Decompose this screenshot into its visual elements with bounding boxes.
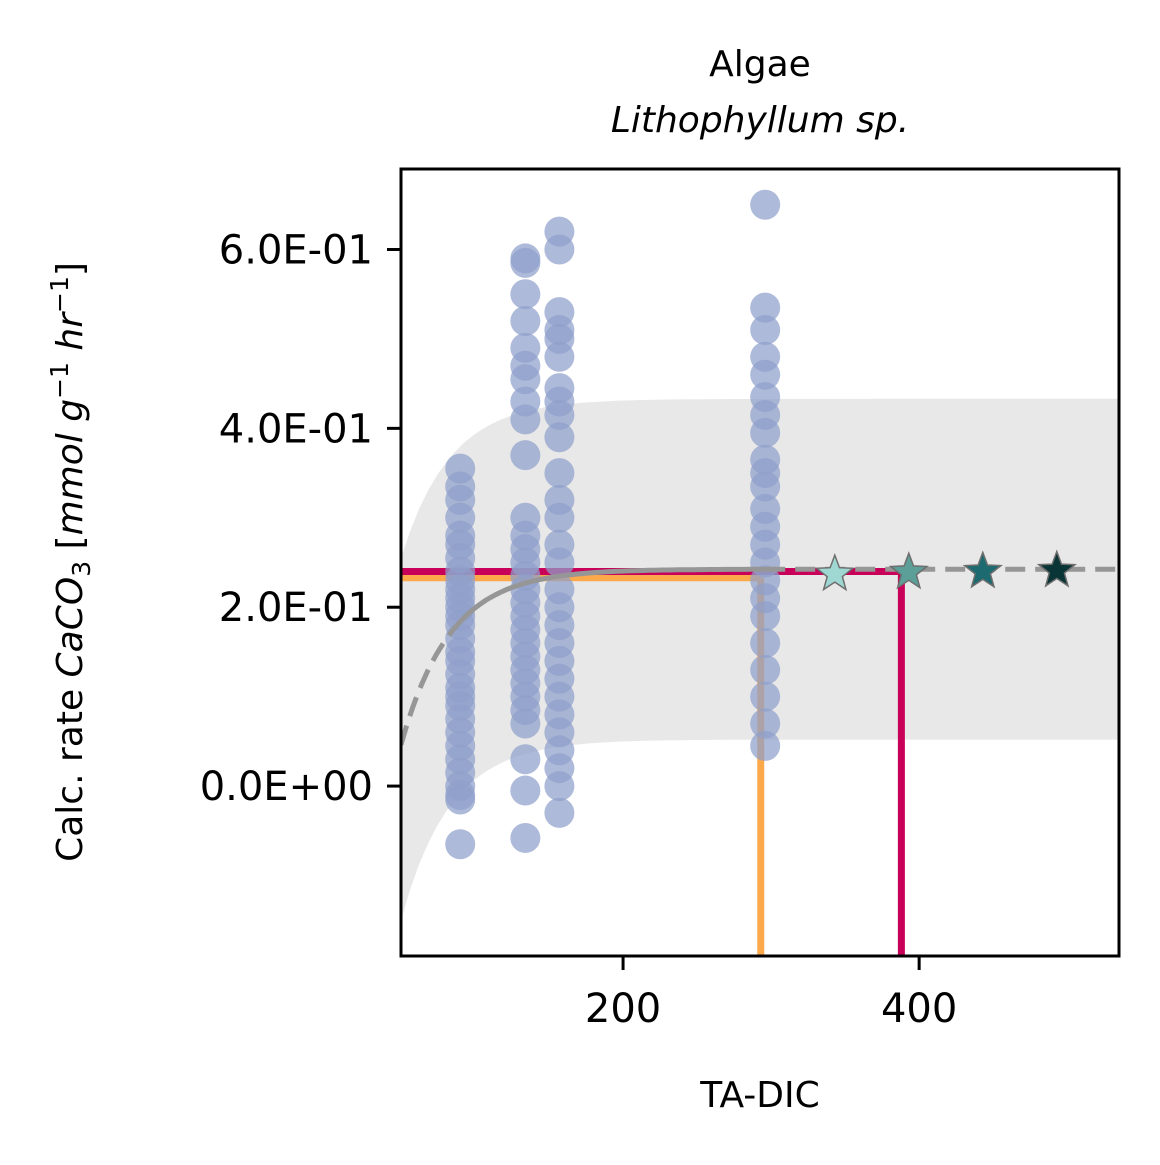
data-point-3-21 [750,293,780,323]
data-point-1-24 [510,333,540,363]
y-axis-title-formula-sub: 3 [67,561,96,577]
chart-title: Algae [709,44,811,85]
data-point-3-3 [750,655,780,685]
data-point-2-21 [544,373,574,403]
data-point-0-29 [445,454,475,484]
y-axis-title-unit-mmol: mmol g [50,399,91,535]
y-axis-title: Calc. rate CaCO3 [mmol g−1 hr−1] [45,262,96,862]
data-point-1-2 [510,744,540,774]
data-point-1-19 [510,440,540,470]
x-tick-label-1: 400 [881,986,957,1032]
y-axis-title-prefix: Calc. rate [50,677,91,861]
y-tick-label-2: 4.0E-01 [219,406,373,452]
y-axis-title-unit-exp2: −1 [45,276,74,313]
data-point-2-25 [544,297,574,327]
y-axis-title-formula: CaCO [50,577,91,678]
data-point-1-0 [510,823,540,853]
data-point-2-17 [544,458,574,488]
data-point-3-2 [750,682,780,712]
y-axis-title-unit-exp1: −1 [45,362,74,399]
data-point-1-1 [510,776,540,806]
data-point-1-26 [510,279,540,309]
y-tick-label-1: 2.0E-01 [219,585,373,631]
data-point-1-28 [510,243,540,273]
y-axis-title-bracket-close: ] [50,262,91,276]
x-tick-label-0: 200 [585,986,661,1032]
data-point-2-0 [544,798,574,828]
data-point-3-14 [750,445,780,475]
data-point-3-22 [750,190,780,220]
x-axis-title: TA-DIC [699,1075,820,1116]
data-point-1-25 [510,306,540,336]
data-point-2-16 [544,485,574,515]
y-axis-title-bracket-open: [ [50,535,91,561]
data-point-3-19 [750,342,780,372]
y-tick-label-0: 0.0E+00 [200,764,373,810]
y-axis-title-unit-hr: hr [50,311,91,362]
data-point-3-4 [750,628,780,658]
data-point-0-0 [445,829,475,859]
chart-subtitle: Lithophyllum sp. [611,100,909,141]
data-point-1-18 [510,503,540,533]
y-tick-label-3: 6.0E-01 [219,227,373,273]
data-point-2-14 [544,530,574,560]
data-point-3-1 [750,708,780,738]
data-point-2-27 [544,217,574,247]
